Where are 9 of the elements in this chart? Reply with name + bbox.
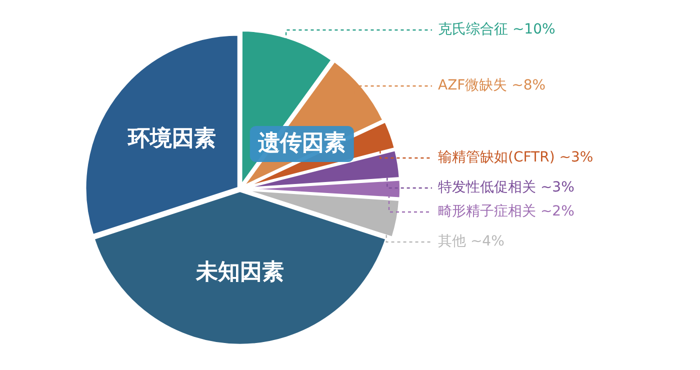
slice-label: 克氏综合征 ~10% bbox=[438, 22, 556, 38]
slice-label: 畸形精子症相关 ~2% bbox=[438, 204, 574, 220]
slice-label: AZF微缺失 ~8% bbox=[438, 78, 546, 94]
slice-label: 特发性低促相关 ~3% bbox=[438, 180, 574, 196]
text: 遗传因素 bbox=[256, 130, 346, 156]
slice-label: 其他 ~4% bbox=[438, 234, 504, 250]
slice-label: 输精管缺如(CFTR) ~3% bbox=[438, 150, 594, 166]
slice-label: 环境因素 bbox=[126, 125, 216, 152]
slice-label: 未知因素 bbox=[195, 260, 284, 285]
